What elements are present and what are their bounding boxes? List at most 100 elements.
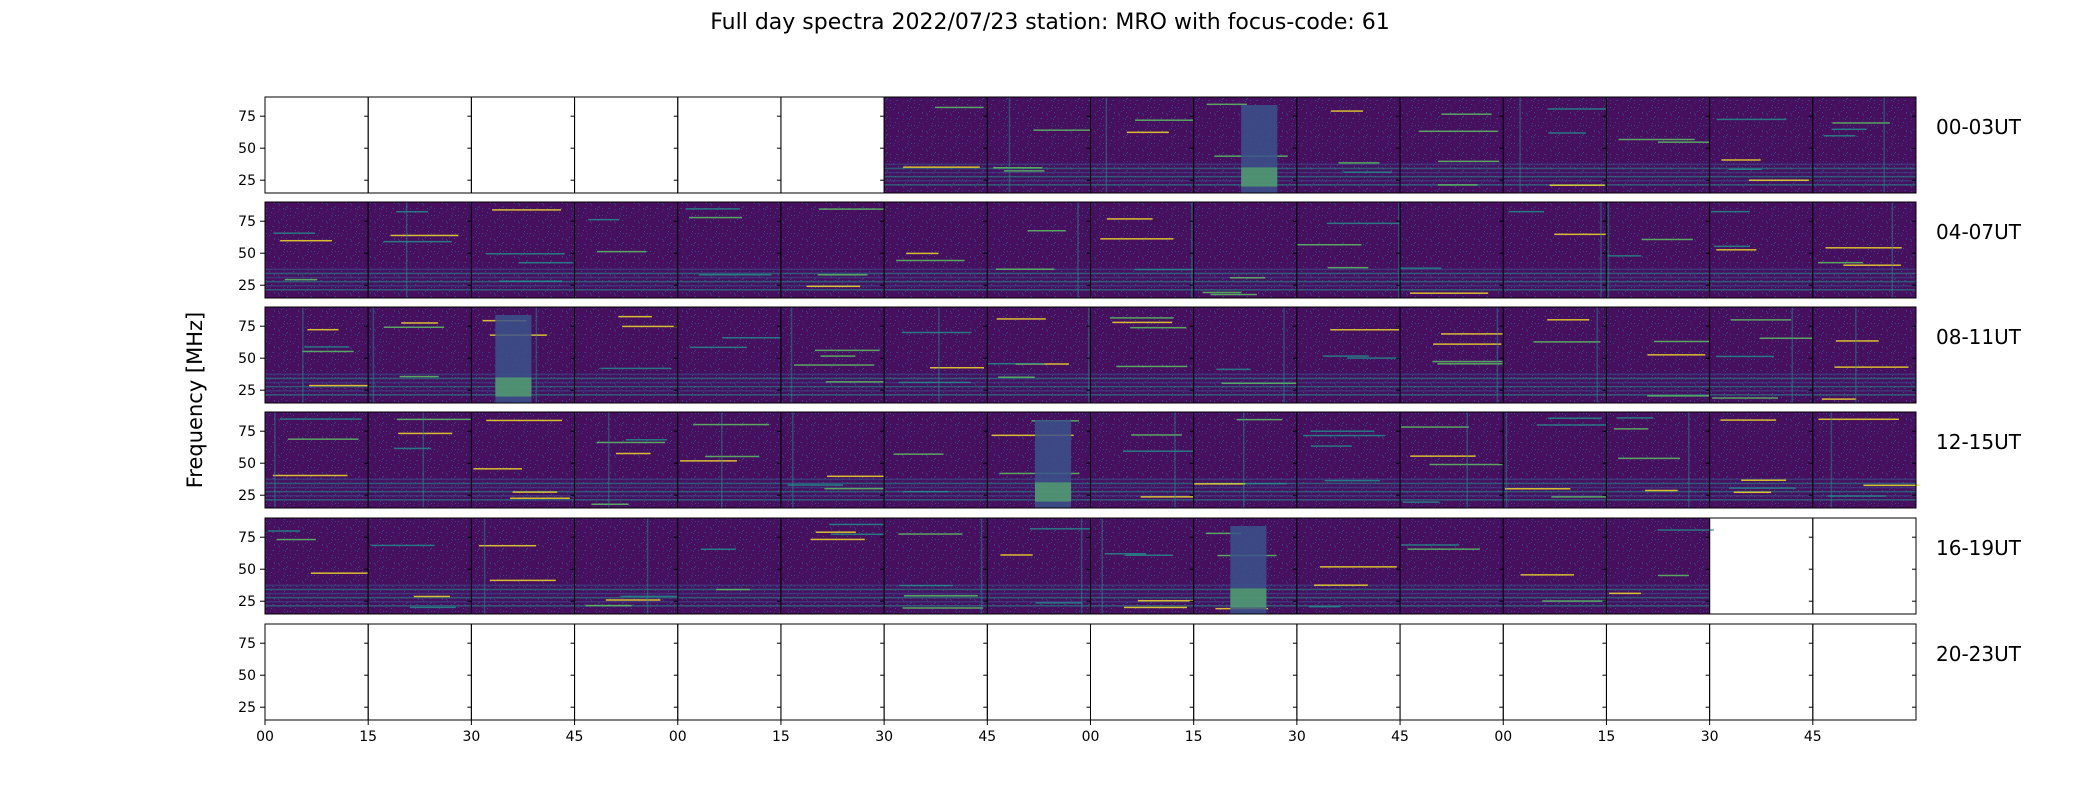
spectrum-panel <box>1812 411 1920 509</box>
spectrum-panel <box>780 517 893 615</box>
spectrum-panel <box>1296 517 1401 615</box>
spectrum-panel <box>1605 623 1711 721</box>
row-08-11UT: 75 50 25 08-11UT <box>238 306 2022 404</box>
y-tick-label: 25 <box>238 278 256 294</box>
spectrum-panel <box>1193 201 1298 299</box>
spectrum-panel <box>1193 306 1298 404</box>
spectrum-panel <box>574 411 679 509</box>
spectrum-panel <box>780 201 891 299</box>
spectrum-panel <box>470 623 576 721</box>
x-tick-label: 45 <box>978 729 996 745</box>
spectrum-panel <box>1399 96 1504 194</box>
x-tick-label: 15 <box>359 729 377 745</box>
spectrum-panel <box>677 623 782 721</box>
spectrum-panel <box>574 96 679 194</box>
spectrum-panel <box>574 201 679 299</box>
spectrum-panel <box>1090 517 1207 615</box>
spectrum-panel <box>367 306 472 404</box>
spectrum-panel <box>1709 623 1814 721</box>
x-tick-label: 45 <box>566 729 584 745</box>
spectrum-panel <box>883 96 988 194</box>
x-tick-label: 00 <box>1494 729 1512 745</box>
spectrum-panel <box>1605 306 1714 404</box>
spectrum-panel <box>1502 96 1624 194</box>
x-tick-label: 00 <box>1082 729 1100 745</box>
x-tick-label: 00 <box>669 729 687 745</box>
row-16-19UT: 75 50 25 16-19UT <box>238 517 2022 615</box>
spectrum-panel <box>677 96 782 194</box>
y-tick-label: 50 <box>238 562 256 578</box>
row-label: 08-11UT <box>1936 325 2022 349</box>
x-tick-label: 30 <box>875 729 893 745</box>
y-tick-label: 25 <box>238 594 256 610</box>
x-tick-label: 45 <box>1804 729 1822 745</box>
spectrum-panel <box>1605 411 1711 509</box>
spectrum-panel <box>1812 201 1917 299</box>
spectrum-panel <box>1812 517 1917 615</box>
spectrum-panel <box>883 411 988 509</box>
spectrum-panel <box>367 96 472 194</box>
row-label: 00-03UT <box>1936 115 2022 139</box>
row-00-03UT: 75 50 25 00-03UT <box>238 96 2022 194</box>
spectrum-panel <box>780 306 896 404</box>
spectrum-panel <box>677 201 782 299</box>
spectrum-panel <box>986 96 1104 194</box>
spectrum-panel <box>1090 623 1195 721</box>
spectrum-panel <box>1605 96 1723 194</box>
y-tick-label: 50 <box>238 456 256 472</box>
spectrum-panel <box>1296 96 1401 194</box>
spectrum-panel <box>1709 411 1814 509</box>
x-tick-label: 30 <box>1288 729 1306 745</box>
row-label: 16-19UT <box>1936 536 2022 560</box>
spectrum-panel <box>1812 306 1917 404</box>
spectrum-panel <box>986 623 1091 721</box>
spectrum-panel <box>1193 411 1298 509</box>
x-tick-label: 15 <box>1598 729 1616 745</box>
spectrum-panel <box>367 517 472 615</box>
spectrum-panel <box>367 201 472 299</box>
spectrum-panel <box>1090 201 1197 299</box>
spectrum-panel <box>1605 517 1714 615</box>
spectrum-panel <box>1296 201 1406 299</box>
x-tick-label: 30 <box>1701 729 1719 745</box>
spectrum-panel <box>1502 411 1631 509</box>
spectrum-panel <box>1296 306 1407 404</box>
spectrum-panel <box>1399 201 1504 299</box>
spectrum-panel <box>883 201 988 299</box>
spectrum-panel <box>367 411 475 509</box>
spectrum-panel <box>1709 201 1814 299</box>
spectrum-panel <box>574 623 679 721</box>
spectrum-panel <box>1502 201 1609 299</box>
row-label: 20-23UT <box>1936 642 2022 666</box>
y-tick-label: 50 <box>238 668 256 684</box>
x-tick-label: 30 <box>462 729 480 745</box>
y-tick-label: 25 <box>238 488 256 504</box>
spectrum-panel <box>986 201 1091 299</box>
x-tick-label: 45 <box>1391 729 1409 745</box>
row-20-23UT: 75 50 25 20-23UT <box>238 623 2022 721</box>
spectrum-panel <box>264 96 369 194</box>
spectrum-panel <box>1193 96 1298 194</box>
spectrum-panel <box>1605 201 1711 299</box>
spectrum-panel <box>1709 96 1830 194</box>
spectrum-panel <box>1296 623 1401 721</box>
spectrum-panel <box>470 517 576 615</box>
y-tick-label: 50 <box>238 246 256 262</box>
x-tick-label: 15 <box>772 729 790 745</box>
spectrum-panel <box>1709 517 1814 615</box>
spectrum-panel <box>780 623 885 721</box>
spectrum-panel <box>264 623 369 721</box>
spectrum-panel <box>1193 517 1298 615</box>
spectrum-panel <box>1193 623 1298 721</box>
spectrum-panel <box>574 517 696 615</box>
spectrum-panel <box>1399 623 1504 721</box>
spectrum-panel <box>780 96 885 194</box>
y-tick-label: 50 <box>238 351 256 367</box>
spectrum-panel <box>470 411 576 509</box>
spectrum-panel <box>470 306 576 404</box>
spectrum-panel <box>883 623 988 721</box>
spectrum-panel <box>1502 517 1607 615</box>
spectrum-panel <box>1812 623 1917 721</box>
spectrum-panel <box>1502 306 1607 404</box>
